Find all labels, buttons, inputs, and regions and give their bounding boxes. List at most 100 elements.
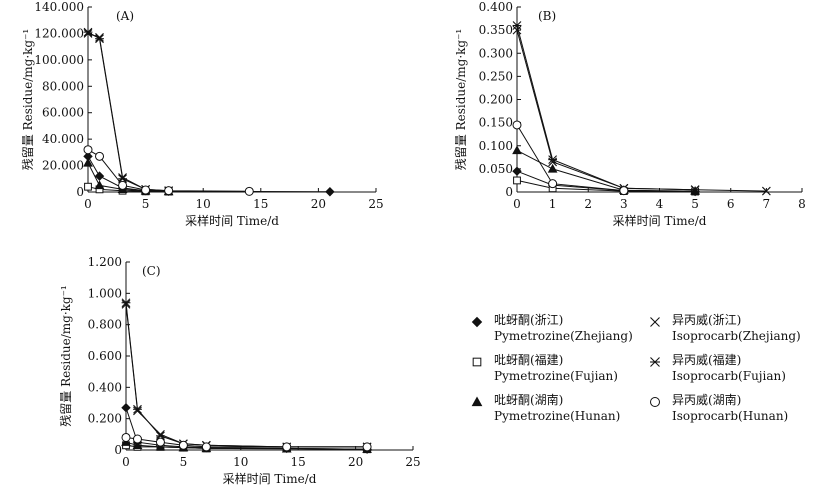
- y-tick-label: 0: [505, 185, 513, 199]
- x-tick-label: 1: [549, 197, 557, 211]
- y-tick-label: 1.000: [88, 286, 122, 300]
- chart-panel-1: 0 20.000 40.000 60.000 80.000 100.000 120.000 1…: [21, 0, 384, 228]
- series-line: [516, 149, 696, 192]
- y-tick-label: 0.050: [479, 162, 513, 176]
- triangle-filled-icon: [471, 396, 483, 407]
- series-iz: [83, 29, 174, 196]
- data-point: [132, 434, 142, 444]
- x-tick-label: 25: [405, 455, 420, 469]
- data-point: [83, 157, 93, 167]
- series-line: [516, 29, 767, 192]
- y-tick-label: 0.100: [479, 139, 513, 153]
- data-point: [83, 29, 93, 38]
- diamond-filled-icon: [471, 316, 483, 328]
- legend-label-en: Pymetrozine(Hunan): [494, 409, 621, 423]
- data-point: [121, 432, 131, 442]
- legend-label-cn: 异丙威(福建): [672, 353, 742, 367]
- data-point: [164, 186, 174, 196]
- data-point: [84, 182, 92, 191]
- series-iz: [121, 299, 372, 452]
- x-tick-label: 4: [656, 197, 664, 211]
- square-open-icon: [472, 357, 482, 367]
- y-tick-label: 0.800: [88, 318, 122, 332]
- chart-panel-3: 0 0.200 0.400 0.600 0.800 1.000 1.200 0 5 10 15 20 2…: [59, 255, 421, 486]
- series-ph: [512, 145, 700, 195]
- legend-item-isoprocarb-fujian: 异丙威(福建) Isoprocarb(Fujian): [644, 352, 804, 386]
- series-if: [121, 298, 372, 452]
- asterisk-marker-icon: [650, 357, 660, 367]
- data-point: [761, 186, 771, 196]
- y-tick-label: 0: [114, 443, 122, 457]
- panel-label: (A): [116, 9, 134, 23]
- data-point: [282, 442, 292, 452]
- legend-label-cn: 吡蚜酮(福建): [494, 353, 564, 367]
- y-axis-label: 残留量 Residue/mg·kg⁻¹: [454, 29, 468, 170]
- legend-label-en: Isoprocarb(Zhejiang): [672, 329, 801, 343]
- legend-label-cn: 吡蚜酮(湖南): [494, 393, 564, 407]
- series-line: [87, 32, 169, 192]
- data-point: [325, 187, 335, 197]
- data-point: [690, 186, 700, 195]
- data-point: [548, 179, 558, 189]
- data-point: [83, 27, 93, 37]
- panel-label: (B): [538, 9, 556, 23]
- data-point: [619, 186, 629, 196]
- legend-label-en: Pymetrozine(Fujian): [494, 369, 618, 383]
- data-point: [155, 437, 165, 447]
- legend-marker: [650, 317, 660, 327]
- panel-label: (C): [142, 264, 161, 278]
- data-point: [83, 145, 93, 155]
- legend-marker: [471, 396, 483, 407]
- y-tick-label: 140.000: [34, 0, 84, 14]
- series-ih: [121, 432, 372, 452]
- y-tick-label: 100.000: [34, 53, 84, 67]
- x-tick-label: 5: [180, 455, 188, 469]
- y-tick-label: 0.150: [479, 116, 513, 130]
- y-tick-label: 0: [76, 185, 84, 199]
- legend-label-en: Isoprocarb(Fujian): [672, 369, 786, 383]
- data-point: [512, 120, 522, 130]
- y-tick-label: 120.000: [34, 26, 84, 40]
- series-if: [512, 21, 700, 195]
- legend-marker: [650, 357, 660, 367]
- data-point: [95, 34, 104, 44]
- data-point: [201, 442, 211, 452]
- y-tick-label: 0.200: [479, 93, 513, 107]
- x-tick-label: 10: [233, 455, 248, 469]
- data-point: [141, 185, 151, 195]
- data-point: [512, 145, 522, 155]
- x-tick-label: 7: [763, 197, 771, 211]
- y-tick-label: 0.300: [479, 46, 513, 60]
- data-point: [133, 406, 142, 416]
- legend-marker: [650, 397, 660, 407]
- x-axis-label: 采样时间 Time/d: [613, 213, 707, 228]
- legend-item-isoprocarb-zhejiang: 异丙威(浙江) Isoprocarb(Zhejiang): [644, 312, 804, 346]
- legend-item-pymetrozine-fujian: 吡蚜酮(福建) Pymetrozine(Fujian): [466, 352, 626, 386]
- data-point: [95, 33, 104, 42]
- x-tick-label: 15: [291, 455, 306, 469]
- y-axis-label: 残留量 Residue/mg·kg⁻¹: [21, 29, 35, 170]
- x-tick-label: 15: [253, 197, 268, 211]
- y-tick-label: 0.200: [88, 412, 122, 426]
- circle-open-icon: [650, 397, 660, 407]
- y-tick-label: 60.000: [42, 106, 84, 120]
- legend-label-cn: 异丙威(浙江): [672, 313, 742, 327]
- legend-item-isoprocarb-hunan: 异丙威(湖南) Isoprocarb(Hunan): [644, 392, 804, 426]
- data-point: [244, 186, 254, 196]
- legend-item-pymetrozine-zhejiang: 吡蚜酮(浙江) Pymetrozine(Zhejiang): [466, 312, 633, 346]
- data-point: [121, 298, 131, 308]
- data-point: [94, 180, 105, 190]
- x-tick-label: 20: [311, 197, 326, 211]
- series-line: [516, 124, 624, 192]
- data-point: [133, 404, 142, 414]
- data-point: [362, 442, 372, 452]
- x-tick-label: 5: [691, 197, 699, 211]
- x-tick-label: 20: [348, 455, 363, 469]
- data-point: [548, 155, 558, 165]
- y-tick-label: 1.200: [88, 255, 122, 269]
- y-axis-label: 残留量 Residue/mg·kg⁻¹: [59, 285, 73, 426]
- data-point: [121, 402, 131, 413]
- legend-item-pymetrozine-hunan: 吡蚜酮(湖南) Pymetrozine(Hunan): [466, 392, 626, 426]
- x-tick-label: 10: [196, 197, 211, 211]
- series-if: [83, 27, 174, 196]
